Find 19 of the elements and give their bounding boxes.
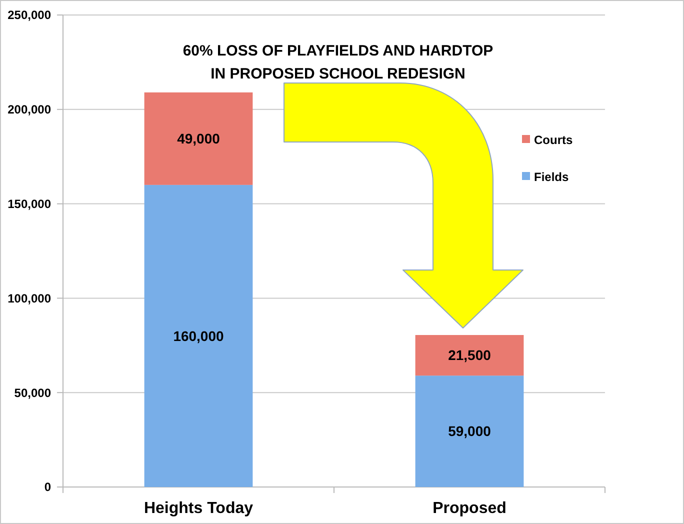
data-label: 160,000	[173, 328, 224, 344]
y-tick-label: 100,000	[8, 291, 52, 306]
x-tick-label: Heights Today	[144, 500, 254, 517]
bar	[144, 184, 253, 487]
data-label: 21,500	[448, 347, 492, 364]
y-tick-label: 250,000	[8, 8, 52, 22]
bar	[415, 335, 524, 376]
bar	[144, 92, 253, 185]
y-tick-label: 150,000	[8, 197, 52, 211]
legend-label: Fields	[534, 170, 569, 184]
y-tick-label: 50,000	[14, 386, 52, 400]
bar	[415, 376, 524, 487]
y-tick-label: 0	[44, 480, 52, 494]
legend-label: Courts	[534, 133, 573, 148]
y-tick-label: 200,000	[8, 102, 52, 117]
text: 60% LOSS OF PLAYFIELDS AND HARDTOP IN PROPOSED SCHOOL REDESIGN	[182, 42, 494, 82]
x-tick-label: Proposed	[432, 500, 506, 517]
data-label: 49,000	[177, 130, 220, 147]
data-label: 59,000	[448, 423, 492, 440]
